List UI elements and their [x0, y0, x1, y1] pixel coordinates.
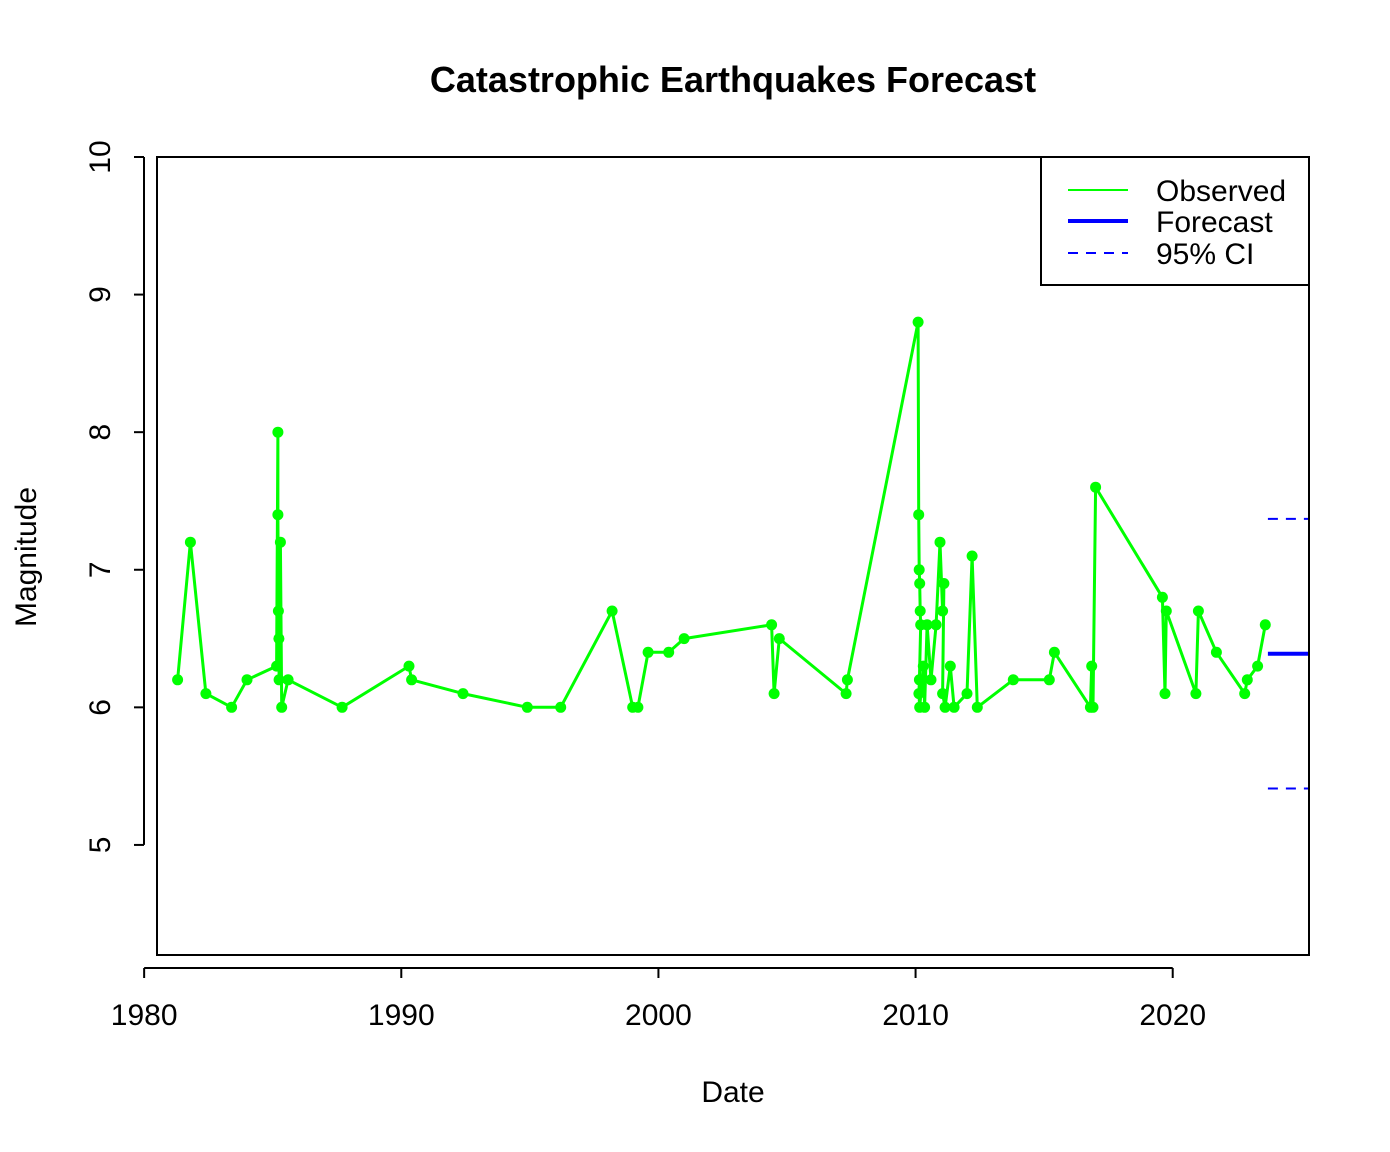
- observed-point: [1049, 647, 1060, 658]
- legend-forecast-label: Forecast: [1156, 206, 1273, 239]
- series-layer: [172, 317, 1309, 789]
- observed-point: [842, 674, 853, 685]
- observed-point: [913, 688, 924, 699]
- chart-title: Catastrophic Earthquakes Forecast: [430, 59, 1036, 100]
- observed-point: [276, 702, 287, 713]
- observed-point: [273, 606, 284, 617]
- observed-point: [679, 633, 690, 644]
- observed-point: [1242, 674, 1253, 685]
- observed-point: [275, 537, 286, 548]
- observed-point: [200, 688, 211, 699]
- observed-point: [1160, 688, 1171, 699]
- observed-point: [1190, 688, 1201, 699]
- y-tick-label: 10: [84, 140, 117, 173]
- observed-point: [962, 688, 973, 699]
- x-axis-label: Date: [701, 1076, 764, 1109]
- observed-point: [226, 702, 237, 713]
- observed-point: [945, 661, 956, 672]
- observed-point: [913, 509, 924, 520]
- observed-point: [1044, 674, 1055, 685]
- observed-point: [643, 647, 654, 658]
- observed-point: [1008, 674, 1019, 685]
- y-tick-label: 5: [84, 837, 117, 854]
- y-tick-label: 6: [84, 699, 117, 716]
- observed-point: [926, 674, 937, 685]
- legend-ci-label: 95% CI: [1156, 238, 1254, 271]
- observed-point: [555, 702, 566, 713]
- observed-point: [273, 633, 284, 644]
- observed-point: [663, 647, 674, 658]
- observed-point: [937, 606, 948, 617]
- observed-point: [967, 551, 978, 562]
- observed-point: [949, 702, 960, 713]
- observed-point: [607, 606, 618, 617]
- x-tick-label: 1990: [368, 999, 435, 1032]
- observed-point: [337, 702, 348, 713]
- observed-point: [774, 633, 785, 644]
- observed-point: [185, 537, 196, 548]
- x-axis: 1980 1990 2000 2010 2020: [111, 968, 1206, 1032]
- x-tick-label: 2000: [625, 999, 692, 1032]
- x-tick-label: 2010: [882, 999, 949, 1032]
- legend-observed-label: Observed: [1156, 175, 1286, 208]
- y-tick-label: 8: [84, 424, 117, 441]
- observed-point: [632, 702, 643, 713]
- x-tick-label: 1980: [111, 999, 178, 1032]
- observed-point: [938, 578, 949, 589]
- observed-point: [935, 537, 946, 548]
- observed-point: [1157, 592, 1168, 603]
- observed-point: [404, 661, 415, 672]
- observed-point: [919, 702, 930, 713]
- observed-point: [172, 674, 183, 685]
- legend: Observed Forecast 95% CI: [1041, 157, 1309, 285]
- observed-series-line: [178, 322, 1266, 707]
- observed-point: [272, 509, 283, 520]
- observed-point: [272, 427, 283, 438]
- y-tick-label: 7: [84, 561, 117, 578]
- observed-point: [271, 661, 282, 672]
- observed-point: [918, 661, 929, 672]
- observed-point: [914, 578, 925, 589]
- y-tick-label: 9: [84, 286, 117, 303]
- observed-point: [931, 619, 942, 630]
- observed-point: [1211, 647, 1222, 658]
- observed-point: [1252, 661, 1263, 672]
- observed-point: [1088, 702, 1099, 713]
- observed-point: [913, 317, 924, 328]
- observed-point: [242, 674, 253, 685]
- observed-point: [1090, 482, 1101, 493]
- observed-point: [914, 674, 925, 685]
- observed-point: [972, 702, 983, 713]
- observed-point: [766, 619, 777, 630]
- observed-point: [914, 564, 925, 575]
- observed-point: [283, 674, 294, 685]
- observed-point: [769, 688, 780, 699]
- observed-point: [1239, 688, 1250, 699]
- observed-point: [522, 702, 533, 713]
- observed-point: [915, 606, 926, 617]
- y-axis-label: Magnitude: [10, 487, 43, 627]
- observed-point: [841, 688, 852, 699]
- observed-point: [1193, 606, 1204, 617]
- observed-point: [1161, 606, 1172, 617]
- observed-point: [406, 674, 417, 685]
- observed-point: [1260, 619, 1271, 630]
- x-tick-label: 2020: [1139, 999, 1206, 1032]
- observed-point: [937, 688, 948, 699]
- observed-point: [458, 688, 469, 699]
- y-axis: 5 6 7 8 9 10: [84, 140, 144, 853]
- observed-point: [1086, 661, 1097, 672]
